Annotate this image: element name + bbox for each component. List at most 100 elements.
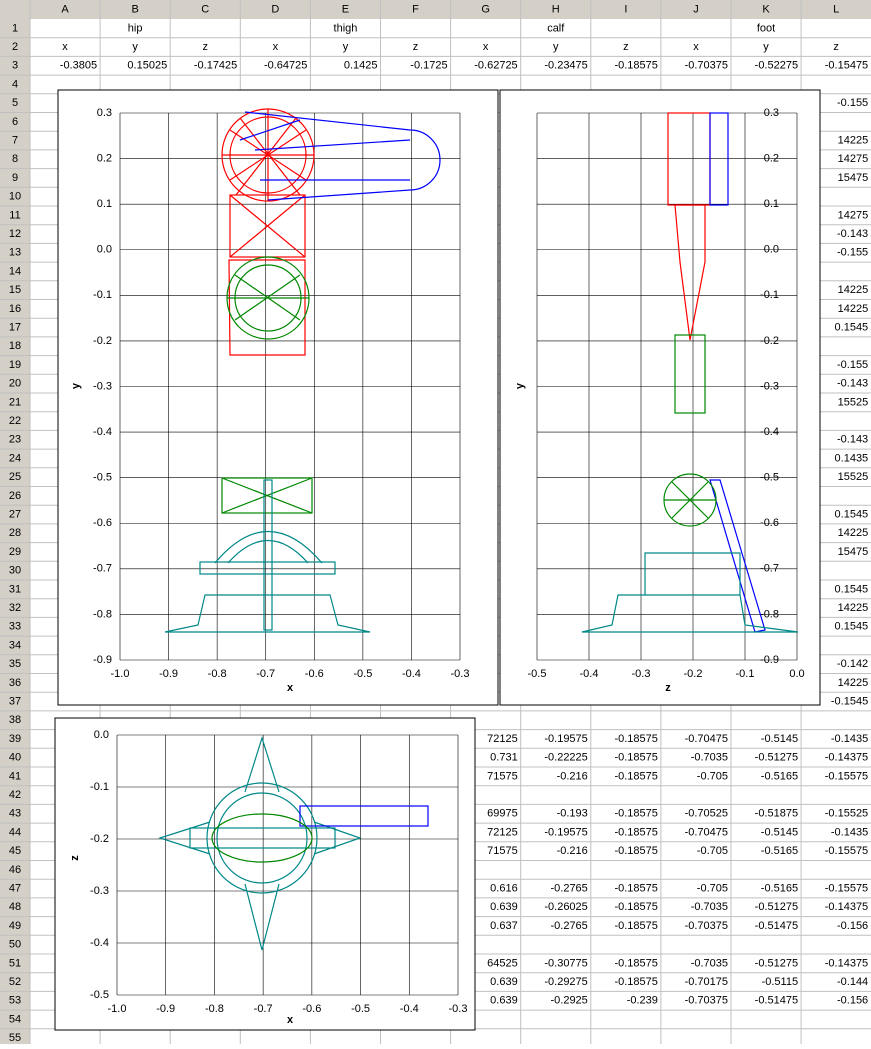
x-tick-label: 0.0: [789, 668, 804, 680]
cell: -0.705: [697, 882, 728, 894]
cell: -0.64725: [264, 60, 307, 72]
x-tick-label: -0.2: [684, 668, 703, 680]
x-tick-label: -0.9: [156, 1003, 175, 1015]
cell: 15475: [838, 546, 869, 558]
row-header: 10: [9, 191, 21, 203]
y-tick-label: 0.0: [764, 244, 779, 256]
row-header: 13: [9, 247, 21, 259]
cell: -0.18575: [614, 826, 657, 838]
cell: -0.18575: [614, 752, 657, 764]
y-tick-label: -0.1: [760, 289, 779, 301]
x-tick-label: -1.0: [108, 1003, 127, 1015]
y-tick-label: -0.6: [93, 517, 112, 529]
row-header: 41: [9, 770, 21, 782]
column-header: L: [833, 3, 839, 15]
y-tick-label: -0.3: [93, 380, 112, 392]
row-header: 36: [9, 677, 21, 689]
cell: -0.23475: [544, 60, 587, 72]
cell: -0.705: [697, 770, 728, 782]
cell: 0.639: [490, 901, 518, 913]
row-header: 52: [9, 976, 21, 988]
x-tick-label: -0.4: [580, 668, 599, 680]
cell: -0.70375: [685, 920, 728, 932]
calf-front: [221, 256, 313, 514]
row-header: 38: [9, 714, 21, 726]
cell: 0.639: [490, 995, 518, 1007]
cell: -0.19575: [544, 733, 587, 745]
cell: -0.18575: [614, 882, 657, 894]
row-header: 50: [9, 939, 21, 951]
cell: -0.70475: [685, 733, 728, 745]
row-header: 27: [9, 508, 21, 520]
column-header: I: [624, 3, 627, 15]
cell: -0.51475: [755, 920, 798, 932]
row-header: 3: [12, 60, 18, 72]
y-tick-label: -0.1: [90, 781, 109, 793]
y-tick-label: 0.0: [94, 729, 109, 741]
cell: -0.18575: [614, 733, 657, 745]
x-tick-label: -0.6: [305, 668, 324, 680]
y-tick-label: -0.1: [93, 289, 112, 301]
column-header: F: [412, 3, 419, 15]
x-tick-label: -0.8: [208, 668, 227, 680]
group-header: hip: [128, 22, 143, 34]
axis-header: x: [483, 41, 489, 53]
cell: -0.143: [837, 434, 868, 446]
cell: 14225: [838, 134, 869, 146]
row-header: 40: [9, 752, 21, 764]
cell: 0.639: [490, 976, 518, 988]
cell: -0.5145: [761, 733, 798, 745]
y-tick-label: -0.7: [93, 563, 112, 575]
row-header: 7: [12, 134, 18, 146]
cell: -0.1725: [410, 60, 447, 72]
row-header: 9: [12, 172, 18, 184]
x-tick-label: -0.7: [256, 668, 275, 680]
cell: -0.70375: [685, 60, 728, 72]
y-tick-label: -0.3: [90, 885, 109, 897]
axis-header: y: [132, 41, 138, 53]
axis-header: y: [343, 41, 349, 53]
cell: -0.51275: [755, 957, 798, 969]
cell: -0.18575: [614, 901, 657, 913]
cell: -0.14375: [825, 752, 868, 764]
cell: -0.15475: [825, 60, 868, 72]
cell: 15475: [838, 172, 869, 184]
y-tick-label: -0.8: [93, 608, 112, 620]
y-tick-label: -0.9: [760, 654, 779, 666]
chart: -1.0 -0.9 -0.8 -0.7 -0.6 -0.5 -0.4 -0.3 0.3 0.2 0.…: [57, 89, 499, 706]
cell: 0.1545: [835, 321, 869, 333]
x-tick-label: -0.8: [205, 1003, 224, 1015]
y-tick-label: -0.5: [90, 989, 109, 1001]
y-tick-label: -0.8: [760, 608, 779, 620]
column-header: D: [271, 3, 279, 15]
column-header-bar: [0, 0, 871, 19]
x-axis-title: x: [287, 1014, 294, 1026]
cell: 14275: [838, 153, 869, 165]
row-header: 16: [9, 303, 21, 315]
column-header: A: [61, 3, 69, 15]
row-header: 44: [9, 826, 21, 838]
cell: -0.156: [837, 995, 868, 1007]
row-header: 4: [12, 78, 18, 90]
hip-front: [221, 108, 315, 356]
row-header: 30: [9, 565, 21, 577]
cell: -0.7035: [691, 752, 728, 764]
x-tick-label: -0.5: [528, 668, 547, 680]
cell: -0.26025: [544, 901, 587, 913]
row-header: 32: [9, 602, 21, 614]
row-header: 29: [9, 546, 21, 558]
y-tick-label: -0.4: [760, 426, 779, 438]
cell: -0.29275: [544, 976, 587, 988]
column-header: C: [201, 3, 209, 15]
x-tick-label: -0.3: [451, 668, 470, 680]
cell: -0.15575: [825, 845, 868, 857]
cell: -0.51475: [755, 995, 798, 1007]
x-tick-label: -0.3: [632, 668, 651, 680]
cell: -0.5165: [761, 882, 798, 894]
y-tick-label: -0.4: [93, 426, 112, 438]
y-tick-label: -0.9: [93, 654, 112, 666]
y-tick-label: 0.3: [764, 107, 779, 119]
row-header: 45: [9, 845, 21, 857]
row-header: 28: [9, 527, 21, 539]
